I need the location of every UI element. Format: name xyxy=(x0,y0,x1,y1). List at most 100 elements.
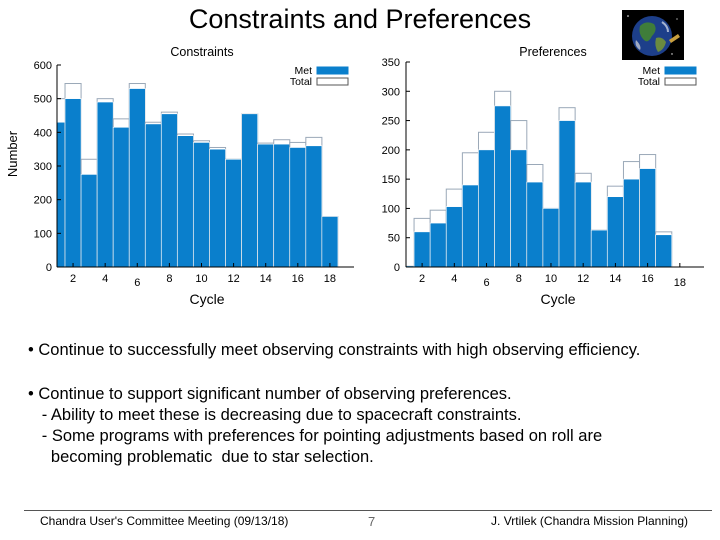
y-tick-label: 200 xyxy=(382,145,400,157)
slide-title: Constraints and Preferences xyxy=(188,4,532,34)
y-axis-label: Number xyxy=(5,130,20,177)
legend-swatch-met xyxy=(316,66,349,75)
bar-met xyxy=(241,113,258,268)
x-tick-label: 6 xyxy=(483,277,489,289)
bar-met xyxy=(96,101,114,268)
bar-met xyxy=(413,231,431,268)
x-tick-label: 14 xyxy=(260,273,272,285)
footer-divider xyxy=(24,510,712,511)
charts-area: Constraints Number Cycle 010020030040050… xyxy=(5,45,704,307)
y-tick-label: 200 xyxy=(34,195,52,207)
bar-met xyxy=(429,222,447,268)
chart-title-constraints: Constraints xyxy=(170,45,233,59)
bullet-preferences: • Continue to support significant number… xyxy=(28,384,602,468)
bar-met xyxy=(289,147,307,268)
y-tick-label: 500 xyxy=(34,94,52,106)
bar-met xyxy=(225,158,242,268)
bar-met xyxy=(607,196,624,268)
y-tick-label: 0 xyxy=(46,262,52,274)
y-tick-label: 350 xyxy=(382,57,400,69)
sub-bullet-line: - Some programs with preferences for poi… xyxy=(28,427,603,445)
y-tick-label: 300 xyxy=(382,86,400,98)
bar-met xyxy=(478,149,495,268)
bullet-line: • Continue to support significant number… xyxy=(28,385,512,403)
page-number: 7 xyxy=(368,514,376,529)
x-tick-label: 6 xyxy=(134,277,140,289)
constraints-bars xyxy=(56,83,339,268)
y-tick-label: 300 xyxy=(34,161,52,173)
y-tick-label: 100 xyxy=(34,228,52,240)
y-tick-label: 250 xyxy=(382,116,400,128)
y-tick-label: 0 xyxy=(394,262,400,274)
x-tick-label: 2 xyxy=(70,273,76,285)
x-axis-label-constraints: Cycle xyxy=(189,291,224,307)
y-tick-label: 50 xyxy=(388,233,400,245)
bar-met xyxy=(494,105,512,268)
earth-globe-icon xyxy=(622,10,684,60)
bar-met xyxy=(64,98,82,268)
preferences-bars xyxy=(405,90,673,268)
x-tick-label: 10 xyxy=(545,273,557,285)
x-tick-label: 10 xyxy=(195,273,207,285)
legend-swatch-total xyxy=(664,77,697,86)
bar-met xyxy=(177,135,194,268)
bar-met xyxy=(193,142,210,268)
y-tick-label: 150 xyxy=(382,174,400,186)
legend-label: Total xyxy=(290,76,312,88)
bar-met xyxy=(623,178,640,268)
bar-met xyxy=(510,149,528,268)
x-axis-label-preferences: Cycle xyxy=(540,291,575,307)
bar-met xyxy=(273,143,291,268)
constraints-axes: 0 100 200 300 400 500 600 2 4 6 8 10 12 14 16 18 xyxy=(34,60,354,289)
bar-met xyxy=(590,229,608,268)
legend-swatch-met xyxy=(664,66,697,75)
sub-bullet-line: becoming problematic due to star selecti… xyxy=(28,448,374,466)
bar-met xyxy=(445,206,463,268)
preferences-axes: 0 50 100 150 200 250 300 350 2 4 6 8 10 12 14 16 18 xyxy=(382,57,704,289)
footer-meeting: Chandra User's Committee Meeting (09/13/… xyxy=(40,514,289,528)
bar-met xyxy=(655,234,673,268)
bar-met xyxy=(558,120,576,268)
y-tick-label: 400 xyxy=(34,127,52,139)
footer-author: J. Vrtilek (Chandra Mission Planning) xyxy=(491,514,688,528)
x-tick-label: 14 xyxy=(609,273,621,285)
x-tick-label: 8 xyxy=(516,273,522,285)
x-tick-label: 4 xyxy=(451,273,457,285)
bar-met xyxy=(462,184,479,268)
x-tick-label: 16 xyxy=(641,273,653,285)
bar-met xyxy=(542,208,560,268)
x-tick-label: 2 xyxy=(419,273,425,285)
bar-met xyxy=(161,113,178,268)
y-tick-label: 100 xyxy=(382,203,400,215)
x-tick-label: 12 xyxy=(577,273,589,285)
x-tick-label: 16 xyxy=(292,273,304,285)
bullet-line: • Continue to successfully meet observin… xyxy=(28,341,641,359)
x-tick-label: 12 xyxy=(227,273,239,285)
chart-title-preferences: Preferences xyxy=(519,45,586,59)
bar-met xyxy=(321,216,339,268)
bar-met xyxy=(526,181,544,268)
bar-met xyxy=(80,174,98,268)
bar-met xyxy=(639,168,656,268)
x-tick-label: 8 xyxy=(166,273,172,285)
y-tick-label: 600 xyxy=(34,60,52,72)
legend-swatch-total xyxy=(316,77,349,86)
bar-met xyxy=(128,88,146,268)
legend-label: Met xyxy=(294,65,312,77)
x-tick-label: 18 xyxy=(674,277,686,289)
constraints-chart: Constraints Number Cycle 0 100 200 300 400 50… xyxy=(5,45,354,307)
bar-met xyxy=(56,121,66,268)
preferences-chart: Preferences Cycle 0 50 100 150 200 250 300 350 2… xyxy=(382,45,704,307)
bar-met xyxy=(305,145,323,268)
bar-met xyxy=(209,148,226,268)
x-tick-label: 4 xyxy=(102,273,108,285)
x-tick-label: 18 xyxy=(324,273,336,285)
legend-label: Met xyxy=(642,65,660,77)
bar-met xyxy=(144,123,162,268)
bar-met xyxy=(574,181,592,268)
sub-bullet-line: - Ability to meet these is decreasing du… xyxy=(28,406,522,424)
legend-label: Total xyxy=(638,76,660,88)
bullet-constraints: • Continue to successfully meet observin… xyxy=(28,340,640,361)
